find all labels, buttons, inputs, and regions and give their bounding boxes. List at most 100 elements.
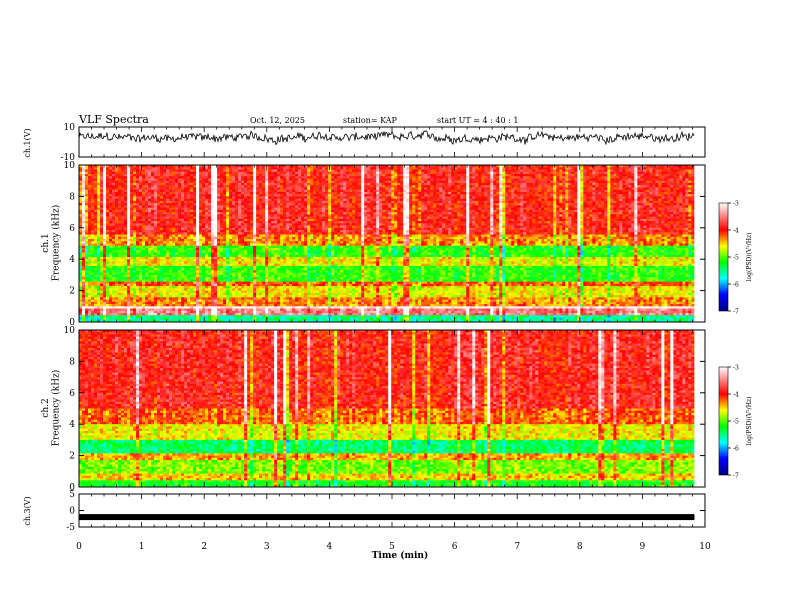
spectrogram-cell — [601, 180, 605, 184]
spectrogram-cell — [592, 171, 596, 175]
spectrogram-cell — [559, 176, 563, 179]
spectrogram-cell — [616, 207, 620, 211]
spectrogram-cell — [283, 182, 287, 186]
spectrogram-cell — [139, 176, 143, 179]
spectrogram-cell — [175, 198, 179, 202]
spectrogram-cell — [553, 176, 557, 179]
spectrogram-cell — [361, 173, 365, 177]
spectrogram-cell — [370, 165, 374, 168]
spectrogram-cell — [109, 178, 113, 182]
spectrogram-cell — [286, 180, 290, 184]
spectrogram-cell — [625, 165, 629, 168]
spectrogram-cell — [142, 214, 146, 217]
spectrogram-cell — [97, 191, 101, 195]
spectrogram-cell — [160, 182, 164, 186]
spectrogram-cell — [115, 214, 119, 217]
spectrogram-cell — [673, 207, 677, 211]
spectrogram-cell — [325, 167, 329, 170]
spectrogram-cell — [484, 169, 488, 173]
spectrogram-cell — [565, 173, 569, 177]
spectrogram-cell — [331, 214, 335, 217]
spectrogram-cell — [376, 167, 380, 170]
spectrogram-cell — [577, 178, 581, 182]
spectrogram-cell — [682, 176, 686, 179]
spectrogram-cell — [349, 171, 353, 175]
spectrogram-cell — [130, 214, 134, 217]
spectrogram-cell — [643, 191, 647, 195]
spectrogram-cell — [409, 176, 413, 179]
spectrogram-cell — [184, 214, 188, 217]
spectrogram-cell — [514, 198, 518, 202]
spectrogram-cell — [631, 169, 635, 173]
spectrogram-cell — [178, 214, 182, 217]
spectrogram-cell — [658, 178, 662, 182]
spectrogram-cell — [559, 173, 563, 177]
spectrogram-cell — [412, 171, 416, 175]
spectrogram-cell — [484, 171, 488, 175]
spectrogram-cell — [469, 176, 473, 179]
spectrogram-cell — [169, 167, 173, 170]
spectrogram-cell — [307, 182, 311, 186]
spectrogram-cell — [265, 198, 269, 202]
spectrogram-cell — [295, 173, 299, 177]
spectrogram-cell — [421, 171, 425, 175]
spectrogram-cell — [190, 182, 194, 186]
spectrogram-cell — [604, 169, 608, 173]
spectrogram-cell — [673, 167, 677, 170]
spectrogram-cell — [115, 207, 119, 211]
spectrogram-cell — [139, 178, 143, 182]
spectrogram-cell — [421, 182, 425, 186]
spectrogram-cell — [496, 182, 500, 186]
spectrogram-cell — [547, 207, 551, 211]
spectrogram-cell — [442, 169, 446, 173]
spectrogram-cell — [457, 207, 461, 211]
spectrogram-cell — [532, 178, 536, 182]
spectrogram-cell — [562, 180, 566, 184]
spectrogram-cell — [124, 207, 128, 211]
spectrogram-cell — [496, 173, 500, 177]
spectrogram-cell — [526, 191, 530, 195]
spectrogram-cell — [286, 214, 290, 217]
spectrogram-cell — [112, 180, 116, 184]
spectrogram-cell — [598, 171, 602, 175]
spectrogram-cell — [646, 169, 650, 173]
spectrogram-cell — [622, 173, 626, 177]
spectrogram-cell — [604, 167, 608, 170]
spectrogram-cell — [319, 214, 323, 217]
spectrogram-cell — [265, 178, 269, 182]
spectrogram-cell — [577, 191, 581, 195]
spectrogram-cell — [337, 171, 341, 175]
spectrogram-cell — [664, 198, 668, 202]
spectrogram-cell — [688, 191, 692, 195]
spectrogram-cell — [415, 207, 419, 211]
spectrogram-cell — [82, 180, 86, 184]
spectrogram-cell — [607, 180, 611, 184]
spectrogram-cell — [421, 207, 425, 211]
spectrogram-cell — [562, 178, 566, 182]
spectrogram-cell — [367, 191, 371, 195]
spectrogram-cell — [574, 182, 578, 186]
spectrogram-cell — [514, 191, 518, 195]
spectrogram-cell — [376, 171, 380, 175]
spectrogram-cell — [475, 173, 479, 177]
spectrogram-cell — [121, 169, 125, 173]
spectrogram-cell — [148, 191, 152, 195]
spectrogram-cell — [151, 182, 155, 186]
spectrogram-cell — [454, 182, 458, 186]
spectrogram-cell — [637, 180, 641, 184]
spectrogram-cell — [205, 167, 209, 170]
spectrogram-cell — [97, 178, 101, 182]
spectrogram-cell — [691, 214, 695, 217]
spectrogram-cell — [664, 173, 668, 177]
spectrogram-cell — [220, 171, 224, 175]
spectrogram-cell — [247, 198, 251, 202]
spectrogram-cell — [385, 176, 389, 179]
spectrogram-cell — [505, 178, 509, 182]
spectrogram-cell — [457, 214, 461, 217]
spectrogram-cell — [331, 165, 335, 168]
spectrogram-cell — [643, 171, 647, 175]
spectrogram-cell — [202, 214, 206, 217]
spectrogram-cell — [106, 180, 110, 184]
spectrogram-cell — [160, 173, 164, 177]
spectrogram-cell — [562, 191, 566, 195]
